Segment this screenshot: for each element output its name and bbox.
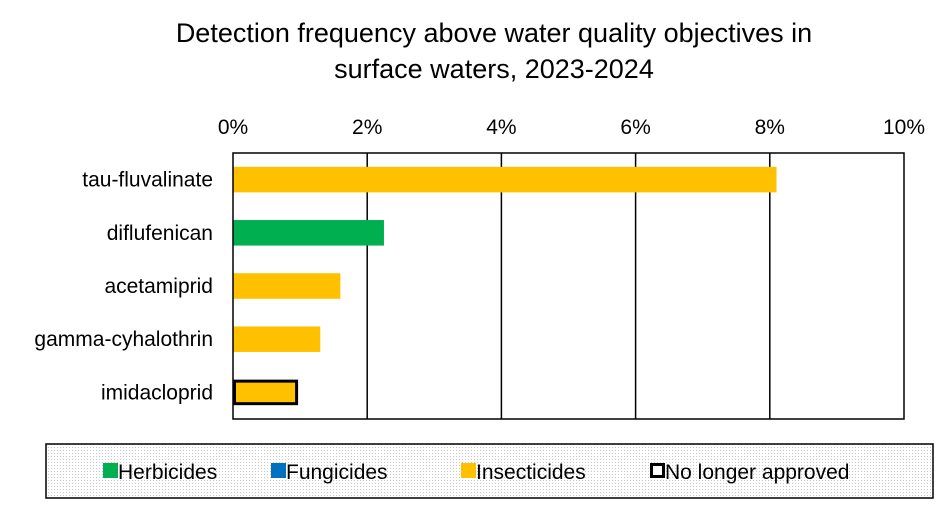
chart-title-line-1: Detection frequency above water quality …	[176, 18, 812, 48]
chart-title-line-2: surface waters, 2023-2024	[334, 54, 654, 84]
chart-title: Detection frequency above water quality …	[176, 18, 812, 84]
legend-swatch	[271, 463, 286, 478]
y-axis-category-labels: tau-fluvalinate diflufenican acetamiprid ga…	[34, 169, 213, 405]
category-label: tau-fluvalinate	[82, 169, 213, 192]
plot-area-border	[232, 152, 905, 420]
legend-item-herbicides: Herbicides	[103, 461, 217, 484]
legend-swatch	[650, 463, 665, 478]
legend-box	[45, 443, 934, 499]
category-label: diflufenican	[107, 222, 213, 245]
legend-swatch	[461, 463, 476, 478]
legend-item-no-longer-approved: No longer approved	[650, 461, 849, 484]
legend: Herbicides Fungicides Insecticides No longe…	[45, 443, 934, 499]
x-tick-label: 0%	[218, 116, 248, 139]
legend-item-insecticides: Insecticides	[461, 461, 586, 484]
category-label: gamma-cyhalothrin	[34, 328, 213, 351]
x-axis-tick-labels: 0% 2% 4% 6% 8% 10%	[218, 116, 925, 139]
gridlines	[366, 153, 771, 419]
legend-swatch	[103, 463, 118, 478]
legend-label: Herbicides	[118, 461, 217, 484]
x-tick-label: 6%	[620, 116, 650, 139]
category-label: acetamiprid	[104, 275, 213, 298]
bar-diflufenican	[233, 220, 384, 246]
legend-label: Fungicides	[286, 461, 388, 484]
category-label: imidacloprid	[101, 381, 213, 404]
legend-item-fungicides: Fungicides	[271, 461, 388, 484]
x-tick-label: 4%	[486, 116, 516, 139]
x-tick-label: 2%	[352, 116, 382, 139]
legend-label: Insecticides	[476, 461, 586, 484]
x-tick-label: 8%	[755, 116, 785, 139]
bar-gamma-cyhalothrin	[233, 326, 321, 352]
x-tick-label: 10%	[883, 116, 925, 139]
bars	[233, 166, 777, 406]
legend-label: No longer approved	[665, 461, 849, 484]
bar-tau-fluvalinate	[233, 166, 777, 193]
bar-acetamiprid	[233, 273, 341, 299]
bar-imidacloprid	[233, 379, 299, 406]
